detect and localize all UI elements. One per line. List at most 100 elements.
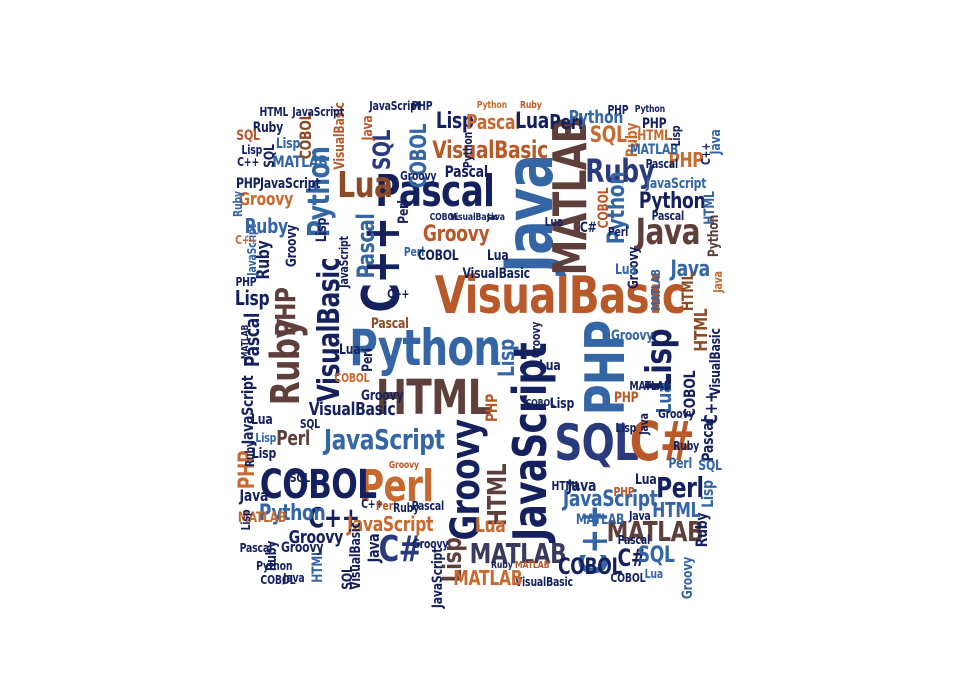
cloud-word: Java	[635, 212, 701, 253]
cloud-word: Java	[487, 212, 505, 223]
cloud-word: Java	[360, 115, 377, 141]
cloud-word: COBOL	[429, 212, 459, 223]
cloud-word: COBOL	[558, 555, 623, 580]
cloud-word: PHP	[668, 148, 704, 172]
cloud-word: Ruby	[393, 501, 420, 515]
cloud-word: Perl	[276, 426, 311, 450]
cloud-word: JavaScript	[292, 105, 344, 119]
cloud-word: JavaScript	[238, 375, 258, 445]
cloud-word: VisualBasic	[515, 575, 573, 589]
cloud-word: Pascal	[239, 541, 273, 555]
cloud-word: COBOL	[334, 371, 370, 385]
cloud-word: PHP	[613, 485, 635, 499]
cloud-word: C#	[579, 220, 597, 236]
cloud-word: PHP	[641, 116, 667, 132]
cloud-word: Pascal	[698, 418, 718, 462]
cloud-word: JavaScript	[337, 236, 352, 288]
cloud-word: Lisp	[549, 396, 575, 412]
cloud-word: JavaScript	[347, 512, 434, 536]
cloud-word: C#	[378, 529, 423, 570]
cloud-word: Ruby	[263, 540, 280, 572]
cloud-word: Java	[710, 271, 725, 293]
cloud-word: Perl	[668, 456, 693, 472]
cloud-word: COBOL	[259, 462, 377, 508]
cloud-word: MATLAB	[453, 566, 523, 590]
cloud-word: C#	[629, 410, 695, 473]
cloud-word: Java	[636, 413, 651, 435]
cloud-word: JavaScript	[323, 423, 445, 456]
cloud-word: JavaScript	[562, 487, 658, 512]
cloud-word: SQL	[289, 471, 310, 485]
cloud-word: Lisp	[615, 421, 637, 435]
cloud-word: COBOL	[610, 571, 646, 585]
cloud-word: MATLAB	[237, 510, 287, 526]
cloud-word: Pascal	[352, 213, 381, 279]
cloud-word: Lua	[644, 567, 664, 581]
cloud-word: Ruby	[491, 560, 513, 571]
cloud-word: Java	[239, 486, 269, 505]
cloud-word: Groovy	[238, 189, 294, 210]
cloud-word: PHP	[235, 275, 257, 289]
cloud-word: Python	[634, 104, 665, 115]
cloud-word: COBOL	[596, 187, 613, 229]
cloud-word: Python	[256, 559, 293, 573]
cloud-word: COBOL	[525, 398, 555, 409]
cloud-word: Lua	[635, 472, 657, 488]
cloud-word: VisualBasic	[462, 266, 531, 282]
cloud-word: Ruby	[252, 120, 284, 136]
cloud-word: MATLAB	[469, 537, 567, 570]
cloud-word: Python	[349, 319, 501, 377]
cloud-word: HTML	[259, 105, 289, 119]
cloud-word: VisualBasic	[432, 136, 548, 164]
cloud-word: Lisp	[238, 509, 253, 531]
cloud-word: Lua	[539, 358, 561, 374]
cloud-word: MATLAB	[514, 560, 550, 571]
cloud-word: Groovy	[658, 407, 695, 421]
cloud-word: SQL	[698, 458, 722, 474]
cloud-word: Groovy	[400, 169, 437, 183]
cloud-word: PHP	[607, 103, 629, 117]
cloud-word: Lua	[337, 165, 393, 206]
cloud-word: Groovy	[280, 540, 324, 556]
cloud-word: C++	[308, 501, 360, 534]
cloud-word: Groovy	[422, 222, 490, 247]
cloud-word: SQL	[589, 123, 627, 148]
cloud-word: JavaScript	[645, 176, 707, 192]
cloud-word: C#	[617, 544, 647, 572]
cloud-word: HTML	[678, 272, 698, 312]
cloud-word: COBOL	[417, 248, 459, 264]
cloud-word: Lisp	[255, 431, 277, 445]
cloud-word: Perl	[358, 461, 434, 512]
cloud-word: Ruby	[243, 441, 258, 467]
cloud-word: HTML	[652, 498, 701, 522]
cloud-word: Lua	[339, 342, 361, 358]
cloud-word: Python	[638, 189, 706, 214]
cloud-word: Groovy	[610, 328, 654, 344]
cloud-word: Lisp	[698, 480, 718, 508]
cloud-word: MATLAB	[272, 152, 328, 171]
cloud-word: PHP	[613, 390, 639, 406]
cloud-word: Lisp	[435, 109, 474, 134]
cloud-word: MATLAB	[542, 116, 597, 276]
cloud-word: Lisp	[234, 286, 270, 310]
cloud-word: COBOL	[295, 112, 315, 160]
cloud-word: Lua	[474, 513, 506, 537]
cloud-word: Pascal	[375, 166, 495, 217]
cloud-word: Python	[476, 100, 507, 111]
cloud-word: Python	[568, 107, 624, 128]
cloud-word: Ruby	[585, 152, 655, 190]
cloud-word: Perl	[656, 471, 704, 504]
cloud-word: Perl	[403, 245, 425, 259]
cloud-word: Lisp	[251, 446, 277, 462]
cloud-word: C++	[361, 497, 384, 511]
cloud-word: Groovy	[288, 527, 344, 548]
cloud-word: Lisp	[275, 136, 301, 152]
cloud-word: Perl	[396, 200, 413, 224]
cloud-word: Pascal	[645, 157, 679, 171]
cloud-word: Pascal	[617, 533, 651, 547]
cloud-word: Pascal	[370, 316, 409, 332]
cloud-word: Java	[567, 476, 597, 495]
cloud-word: Python	[461, 131, 476, 169]
cloud-word: JavaScript	[369, 99, 421, 113]
